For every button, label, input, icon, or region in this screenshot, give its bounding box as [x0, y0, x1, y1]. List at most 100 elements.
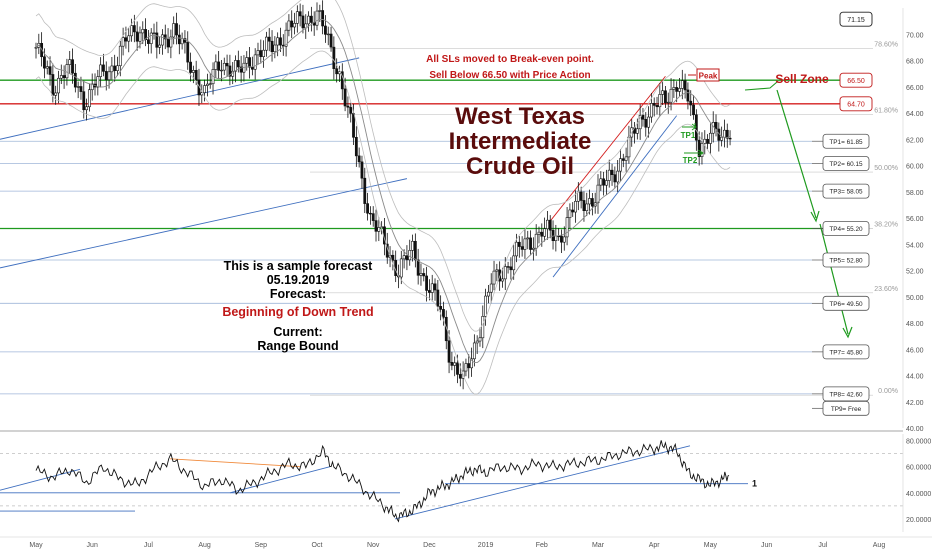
candle — [411, 234, 414, 262]
candle — [635, 118, 639, 140]
candle — [121, 27, 125, 56]
candle — [399, 250, 403, 285]
candle — [374, 209, 378, 242]
candle — [329, 26, 333, 52]
x-tick-7: Dec — [423, 542, 436, 549]
candle-body — [548, 219, 552, 231]
candle — [144, 18, 147, 47]
x-tick-label: Jun — [87, 542, 98, 549]
x-tick-label: Mar — [592, 542, 605, 549]
candle-body — [371, 213, 375, 221]
candle — [703, 130, 707, 155]
candle-body — [621, 158, 625, 161]
candle-body — [425, 275, 428, 291]
candle-body — [295, 11, 299, 24]
candle-body — [144, 29, 147, 41]
candle — [706, 134, 709, 150]
candle — [531, 237, 535, 261]
x-tick-label: Jul — [818, 542, 827, 549]
candle — [262, 40, 266, 68]
candle — [616, 160, 620, 192]
candle-body — [87, 89, 91, 108]
candle-body — [343, 88, 347, 107]
candle-body — [51, 74, 55, 96]
candle — [413, 233, 417, 268]
candle — [62, 65, 66, 89]
candle — [689, 90, 693, 116]
target-box-7: TP7= 45.80 — [812, 344, 870, 360]
candle — [725, 123, 729, 148]
candle — [116, 56, 119, 77]
candle-body — [607, 169, 611, 181]
candle — [607, 159, 611, 188]
peak-box — [696, 68, 720, 82]
target-box-8: TP8= 42.60 — [812, 386, 870, 402]
candle-body — [649, 103, 653, 118]
forecast-date: 05.19.2019 — [266, 273, 330, 287]
candle-body — [85, 106, 88, 111]
candle-body — [127, 35, 131, 42]
price-box-1: 66.50 — [839, 72, 873, 88]
candle-body — [225, 62, 229, 67]
candle-body — [357, 155, 361, 163]
candle-body — [419, 273, 423, 276]
tp2-label: TP2 — [683, 156, 698, 165]
candle — [169, 29, 173, 59]
candle — [405, 245, 409, 271]
candle — [90, 73, 94, 101]
candle — [478, 327, 482, 347]
y-tick-5: 50.00 — [906, 295, 924, 302]
sell-zone-pointer — [744, 81, 778, 91]
candle-body — [585, 203, 589, 212]
x-tick-6: Nov — [367, 542, 380, 549]
candle — [318, 4, 322, 23]
candle-body — [635, 128, 639, 134]
target-box-6: TP6= 49.50 — [812, 295, 870, 311]
peak-marker: Peak — [688, 68, 720, 82]
candle — [487, 284, 490, 304]
candle-body — [315, 10, 319, 26]
candle-body — [458, 374, 462, 379]
candle-body — [239, 66, 243, 73]
candle — [208, 72, 212, 89]
candle-body — [551, 229, 555, 242]
candle — [453, 356, 457, 377]
target-box-label: TP8= 42.60 — [829, 391, 863, 398]
candle-body — [57, 77, 60, 94]
y-tick-13: 66.00 — [906, 85, 924, 92]
candle-body — [116, 65, 119, 71]
trendline-upper — [0, 57, 360, 140]
candle — [425, 266, 428, 302]
tp1-label: TP1 — [681, 131, 696, 140]
candle — [655, 96, 659, 115]
candle-body — [270, 40, 274, 53]
candle — [301, 4, 305, 34]
candle — [250, 56, 254, 76]
candle-body — [214, 61, 218, 70]
candle — [287, 14, 291, 37]
candle-body — [132, 25, 136, 33]
candle — [683, 73, 687, 99]
candle-body — [104, 71, 108, 81]
candle — [517, 236, 521, 258]
candle-body — [220, 69, 223, 72]
y-tick-9: 58.00 — [906, 190, 924, 197]
candle-body — [68, 59, 72, 65]
target-box-3: TP3= 58.05 — [812, 183, 870, 199]
candle-body — [664, 90, 667, 104]
x-tick-2: Jul — [144, 542, 153, 549]
peak-label: Peak — [699, 72, 718, 81]
candle-body — [430, 283, 434, 293]
price-box-0: 71.15 — [839, 11, 873, 27]
candle-body — [708, 132, 712, 144]
candle-body — [408, 250, 412, 261]
candle-body — [478, 337, 482, 342]
y-tick-4: 48.00 — [906, 321, 924, 328]
candle — [529, 230, 532, 256]
candle — [512, 244, 516, 280]
candle — [644, 112, 648, 137]
candle-body — [641, 115, 645, 120]
y-tick-14: 68.00 — [906, 59, 924, 66]
candle — [248, 47, 251, 79]
